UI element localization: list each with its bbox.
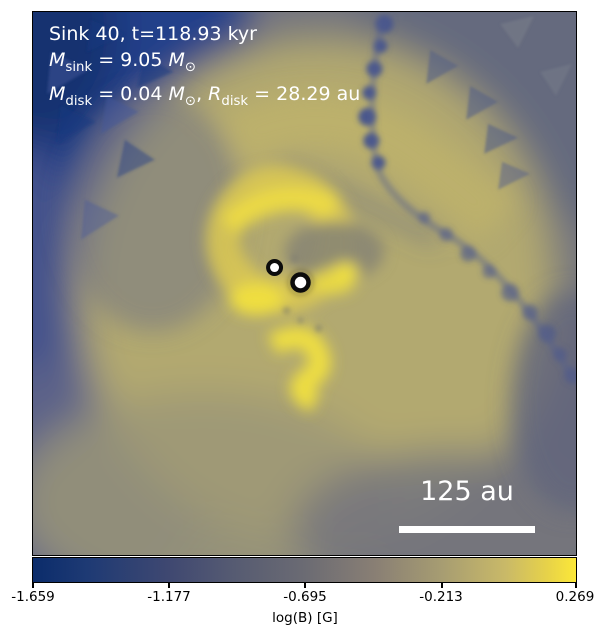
colorbar-tick-label: -1.177 [147, 589, 191, 605]
disk-mass-subscript: disk [65, 93, 93, 109]
scalebar-label: 125 au [420, 476, 514, 507]
mass-symbol: M [49, 49, 66, 71]
solar-mass-symbol: M [168, 49, 185, 71]
sink-marker [266, 259, 284, 277]
colorbar [32, 557, 577, 583]
separator: , [196, 82, 209, 105]
mass-value: = 9.05 [92, 49, 169, 71]
colorbar-tick [168, 583, 170, 588]
colorbar-tick [441, 583, 443, 588]
map-disk-features [205, 165, 385, 413]
disk-mass-symbol: M [49, 82, 66, 105]
disk-radius-symbol: R [208, 82, 222, 105]
solar-subscript: ⊙ [184, 59, 197, 75]
colorbar-tick-label: 0.269 [555, 589, 595, 605]
colorbar-axis-label: log(B) [G] [272, 610, 338, 626]
disk-annotation: Mdisk = 0.04 M⊙, Rdisk = 28.29 au [49, 81, 360, 115]
colorbar-tick [575, 583, 577, 588]
map-medium-structures [62, 91, 576, 512]
disk-mass-value: = 0.04 [92, 82, 169, 105]
disk-radius-subscript: disk [221, 93, 249, 109]
map-dark-filaments [283, 14, 576, 386]
colorbar-tick-label: -0.695 [283, 589, 327, 605]
sink-marker [290, 272, 311, 293]
map-mesh-facets [46, 15, 573, 240]
colorbar-tick [32, 583, 34, 588]
mass-subscript: sink [65, 59, 93, 75]
colorbar-tick-label: -0.213 [419, 589, 463, 605]
colorbar-tick [304, 583, 306, 588]
simulation-map-panel: Sink 40, t=118.93 kyr Msink = 9.05 M⊙ Md… [32, 11, 577, 556]
disk-radius-value: = 28.29 au [248, 82, 361, 105]
plot-annotations: Sink 40, t=118.93 kyr Msink = 9.05 M⊙ Md… [49, 21, 360, 115]
plot-title: Sink 40, t=118.93 kyr [49, 23, 257, 45]
solar-mass-symbol: M [168, 82, 185, 105]
sink-mass-annotation: Msink = 9.05 M⊙ [49, 47, 360, 81]
colorbar-tick-label: -1.659 [11, 589, 55, 605]
scalebar [399, 526, 535, 533]
magnetic-field-map [33, 12, 576, 555]
colorbar-axis-label-row: log(B) [G] [0, 610, 604, 626]
solar-subscript: ⊙ [184, 93, 197, 109]
